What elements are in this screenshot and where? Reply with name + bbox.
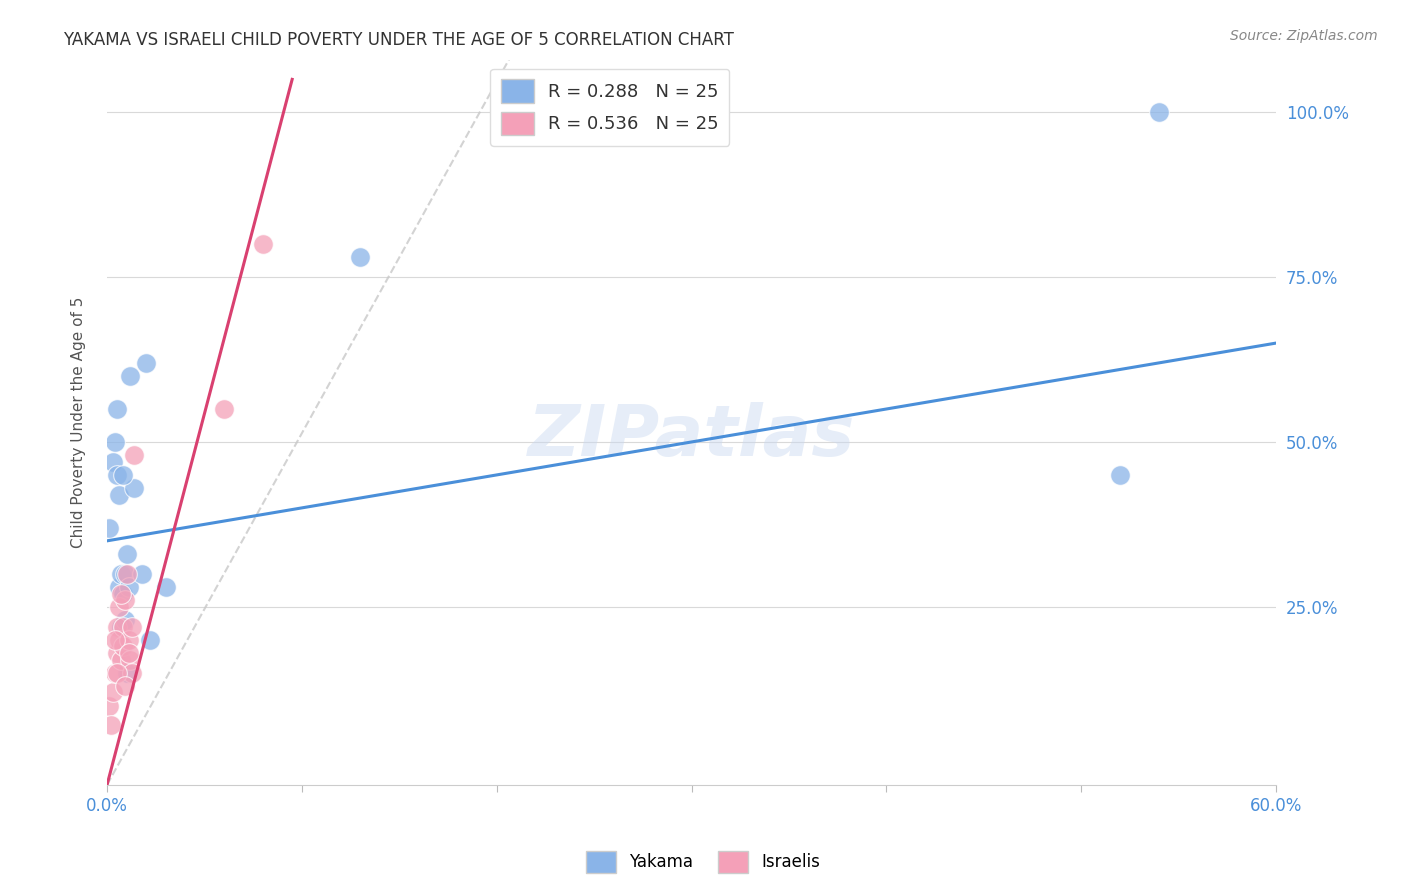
Point	[121, 665, 143, 680]
Point	[105, 619, 128, 633]
Point	[135, 356, 157, 370]
Point	[117, 580, 139, 594]
Point	[120, 652, 142, 666]
Point	[114, 593, 136, 607]
Point	[104, 632, 127, 647]
Point	[101, 455, 124, 469]
Point	[114, 679, 136, 693]
Point	[252, 237, 274, 252]
Point	[1109, 467, 1132, 482]
Point	[121, 619, 143, 633]
Point	[105, 665, 128, 680]
Text: ZIPatlas: ZIPatlas	[527, 402, 855, 471]
Point	[349, 251, 371, 265]
Point	[111, 640, 134, 654]
Point	[104, 665, 127, 680]
Point	[115, 566, 138, 581]
Point	[1147, 105, 1170, 120]
Point	[110, 619, 132, 633]
Point	[105, 646, 128, 660]
Point	[98, 521, 121, 535]
Point	[117, 632, 139, 647]
Point	[124, 481, 146, 495]
Point	[212, 402, 235, 417]
Point	[139, 632, 162, 647]
Point	[111, 619, 134, 633]
Point	[105, 467, 128, 482]
Point	[120, 369, 142, 384]
Point	[98, 698, 121, 713]
Point	[107, 632, 129, 647]
Point	[101, 685, 124, 699]
Point	[111, 467, 134, 482]
Point	[115, 547, 138, 561]
Point	[100, 718, 122, 732]
Point	[131, 566, 153, 581]
Text: YAKAMA VS ISRAELI CHILD POVERTY UNDER THE AGE OF 5 CORRELATION CHART: YAKAMA VS ISRAELI CHILD POVERTY UNDER TH…	[63, 31, 734, 49]
Point	[115, 665, 138, 680]
Point	[105, 402, 128, 417]
Point	[155, 580, 177, 594]
Point	[104, 434, 127, 449]
Point	[107, 488, 129, 502]
Point	[110, 652, 132, 666]
Text: Source: ZipAtlas.com: Source: ZipAtlas.com	[1230, 29, 1378, 43]
Point	[111, 586, 134, 600]
Point	[114, 566, 136, 581]
Point	[124, 448, 146, 462]
Point	[114, 613, 136, 627]
Point	[107, 599, 129, 614]
Legend: Yakama, Israelis: Yakama, Israelis	[579, 845, 827, 880]
Point	[110, 566, 132, 581]
Point	[107, 580, 129, 594]
Point	[110, 586, 132, 600]
Legend: R = 0.288   N = 25, R = 0.536   N = 25: R = 0.288 N = 25, R = 0.536 N = 25	[491, 69, 730, 145]
Point	[117, 646, 139, 660]
Y-axis label: Child Poverty Under the Age of 5: Child Poverty Under the Age of 5	[72, 296, 86, 548]
